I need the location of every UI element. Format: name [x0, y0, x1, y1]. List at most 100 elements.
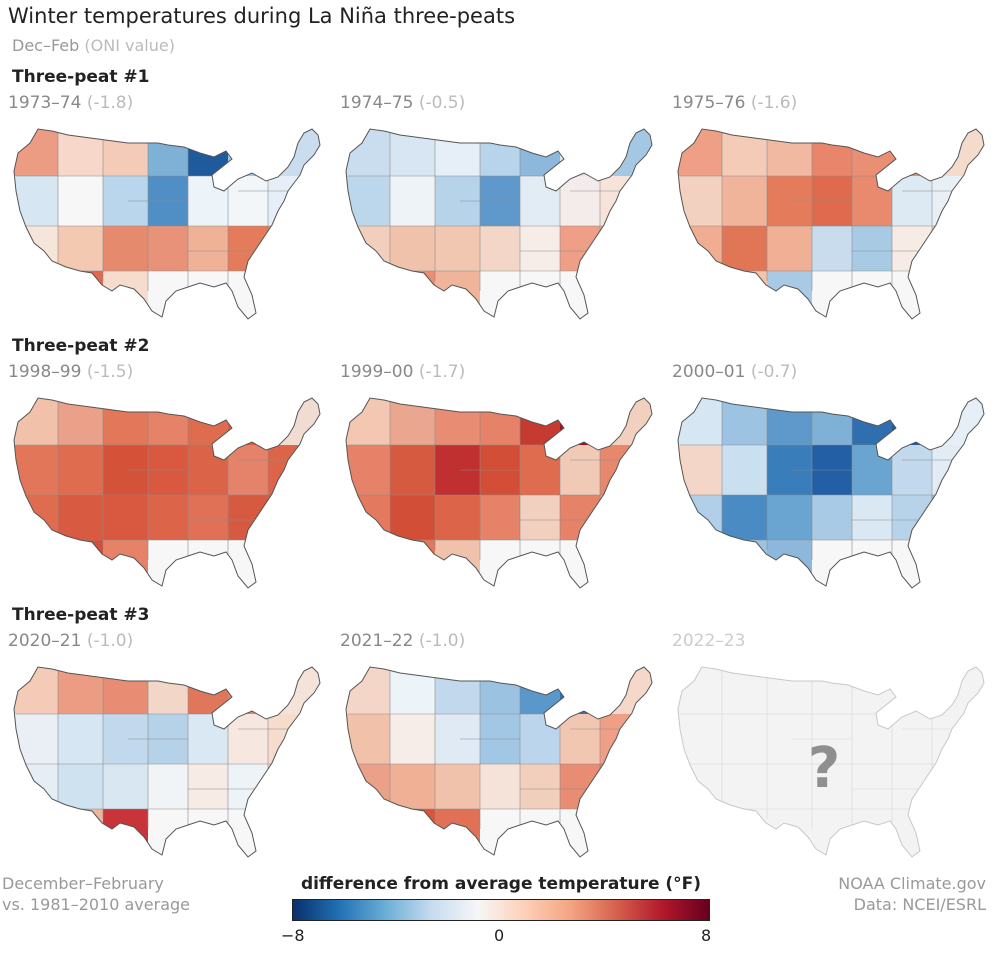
region-cell [390, 714, 435, 764]
region-cell [560, 398, 600, 445]
region-cell [600, 445, 652, 495]
country-outline [13, 666, 321, 858]
us-map [13, 397, 321, 589]
panel-year: 2020–21 [8, 631, 82, 651]
region-cell [103, 764, 148, 809]
panel-year: 1974–75 [340, 93, 414, 113]
panel-oni-value: (-1.6) [750, 93, 798, 113]
map-panel-1: 1973–74 (-1.8) [8, 93, 338, 328]
region-cell [560, 714, 600, 764]
region-cell [520, 714, 560, 764]
region-cell [14, 398, 58, 445]
region-cell [520, 809, 652, 857]
region-cell [103, 398, 148, 445]
region-cell [228, 445, 268, 495]
region-cell [14, 764, 58, 809]
region-cell [678, 495, 722, 540]
panel-label: 1998–99 (-1.5) [8, 362, 133, 382]
region-cell [435, 667, 480, 714]
region-cell [390, 540, 435, 588]
region-cell [722, 495, 767, 540]
country-outline [345, 397, 653, 589]
country-outline [677, 397, 985, 589]
panel-oni-value: (-1.0) [86, 631, 134, 651]
region-cell [852, 445, 892, 495]
map-panel-5: 1999–00 (-1.7) [340, 362, 670, 597]
unknown-question-mark: ? [808, 736, 840, 801]
section-heading-2: Three-peat #2 [12, 336, 150, 356]
region-cell [188, 398, 228, 445]
region-cell [188, 714, 228, 764]
region-cell [722, 129, 767, 176]
region-cell [148, 398, 188, 445]
region-cell [14, 540, 58, 588]
region-cell [14, 271, 58, 319]
region-cell [188, 176, 228, 226]
region-cell [346, 226, 390, 271]
region-cell [812, 226, 852, 271]
region-cell [390, 226, 435, 271]
us-map [677, 397, 985, 589]
region-cell [228, 226, 268, 271]
region-cell [767, 271, 812, 319]
region-cell [678, 271, 722, 319]
region-cell [228, 764, 268, 809]
region-cell [892, 714, 932, 764]
region-cell [268, 176, 320, 226]
region-cell [520, 495, 560, 540]
region-cell [722, 809, 767, 857]
region-cell [268, 667, 320, 714]
panel-label: 1973–74 (-1.8) [8, 93, 133, 113]
region-cell [268, 445, 320, 495]
legend-title: difference from average temperature (°F) [300, 874, 702, 894]
region-cell [722, 667, 767, 714]
region-cell [678, 226, 722, 271]
panel-year: 1999–00 [340, 362, 414, 382]
region-cell [767, 540, 812, 588]
region-cell [435, 398, 480, 445]
country-outline [345, 666, 653, 858]
region-cell [346, 495, 390, 540]
region-cell [852, 540, 984, 588]
region-cell [435, 495, 480, 540]
region-cell [892, 129, 932, 176]
region-cell [188, 764, 228, 809]
region-cell [103, 667, 148, 714]
region-cell [346, 809, 390, 857]
region-cell [767, 809, 812, 857]
region-cell [600, 226, 652, 271]
region-cell [812, 129, 852, 176]
region-cell [14, 495, 58, 540]
region-cell [390, 667, 435, 714]
region-cell [346, 129, 390, 176]
map-panel-2: 1974–75 (-0.5) [340, 93, 670, 328]
subtitle-oni: (ONI value) [84, 36, 175, 55]
period-note-line-1: December–February [2, 874, 164, 893]
region-cell [600, 495, 652, 540]
panel-oni-value: (-1.0) [418, 631, 466, 651]
region-cell [480, 129, 520, 176]
region-cell [58, 714, 103, 764]
region-cell [390, 495, 435, 540]
region-cell [480, 764, 520, 809]
region-cell [560, 226, 600, 271]
section-heading-3: Three-peat #3 [12, 605, 150, 625]
region-cell [188, 540, 320, 588]
region-cell [188, 667, 228, 714]
panel-year: 1973–74 [8, 93, 82, 113]
region-cell [520, 398, 560, 445]
region-cell [14, 809, 58, 857]
country-outline [345, 128, 653, 320]
region-cell [892, 176, 932, 226]
region-cell [892, 398, 932, 445]
region-cell [103, 809, 148, 857]
region-cell [722, 445, 767, 495]
subtitle-season: Dec–Feb [12, 36, 80, 55]
region-cell [14, 226, 58, 271]
region-cell [346, 398, 390, 445]
country-outline [13, 128, 321, 320]
region-cell [346, 540, 390, 588]
region-cell [722, 714, 767, 764]
region-cell [346, 667, 390, 714]
region-cell [722, 176, 767, 226]
